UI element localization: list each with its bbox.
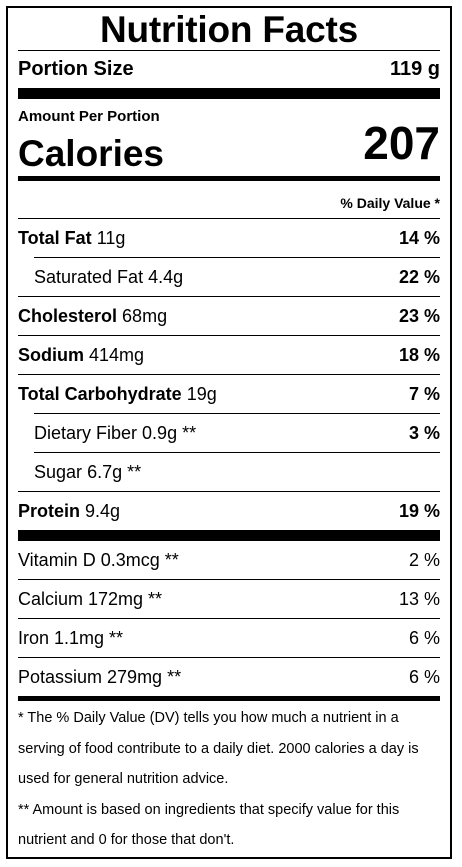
footnote-amount-basis: ** Amount is based on ingredients that s…: [18, 801, 400, 849]
nutrient-dv: 14 %: [398, 227, 440, 248]
thick-divider: [18, 88, 440, 99]
nutrient-name: Protein: [18, 500, 81, 521]
thick-divider: [18, 530, 440, 541]
divider: [18, 296, 440, 297]
nutrient-row-sodium: Sodium 414mg 18 %: [18, 336, 440, 374]
divider: [18, 618, 440, 619]
vitamin-row-vitamin-d: Vitamin D 0.3mcg ** 2 %: [18, 541, 440, 579]
nutrient-row-sugar: Sugar 6.7g **: [18, 453, 440, 491]
portion-size-label: Portion Size: [18, 57, 134, 80]
vitamin-text: Vitamin D 0.3mcg **: [18, 549, 179, 570]
nutrient-amount: 0.9g **: [142, 422, 197, 443]
nutrient-amount: 68mg: [122, 305, 168, 326]
nutrient-amount: 4.4g: [148, 266, 184, 287]
divider: [18, 491, 440, 492]
medium-divider: [18, 176, 440, 181]
vitamin-dv: 6 %: [408, 666, 440, 687]
divider: [34, 413, 440, 414]
vitamin-row-calcium: Calcium 172mg ** 13 %: [18, 580, 440, 618]
nutrient-amount: 414mg: [89, 344, 145, 365]
nutrient-dv: 7 %: [408, 383, 440, 404]
calories-value: 207: [363, 117, 440, 169]
nutrient-row-total-carbohydrate: Total Carbohydrate 19g 7 %: [18, 375, 440, 413]
medium-divider: [18, 696, 440, 701]
nutrient-row-protein: Protein 9.4g 19 %: [18, 492, 440, 530]
vitamin-dv: 2 %: [408, 549, 440, 570]
divider: [34, 452, 440, 453]
nutrient-row-cholesterol: Cholesterol 68mg 23 %: [18, 297, 440, 335]
divider: [18, 374, 440, 375]
nutrition-facts-panel: Nutrition Facts Portion Size 119 g Amoun…: [6, 6, 452, 859]
divider: [18, 50, 440, 51]
portion-size-value: 119 g: [389, 57, 440, 80]
footnote-daily-value: * The % Daily Value (DV) tells you how m…: [18, 710, 419, 787]
divider: [18, 657, 440, 658]
vitamin-text: Potassium 279mg **: [18, 666, 182, 687]
nutrient-dv: 19 %: [398, 500, 440, 521]
nutrient-name: Saturated Fat: [34, 266, 144, 287]
nutrient-name: Cholesterol: [18, 305, 118, 326]
nutrient-amount: 19g: [186, 383, 217, 404]
nutrient-name: Sodium: [18, 344, 84, 365]
vitamin-text: Iron 1.1mg **: [18, 627, 124, 648]
nutrient-name: Sugar: [34, 461, 83, 482]
nutrient-amount: 9.4g: [85, 500, 121, 521]
nutrient-dv: 18 %: [398, 344, 440, 365]
nutrient-dv: 22 %: [398, 266, 440, 287]
footnotes: * The % Daily Value (DV) tells you how m…: [18, 703, 442, 856]
divider: [18, 218, 440, 219]
divider: [34, 257, 440, 258]
vitamin-dv: 13 %: [398, 588, 440, 609]
calories-label: Calories: [18, 133, 165, 174]
nutrient-row-dietary-fiber: Dietary Fiber 0.9g ** 3 %: [18, 414, 440, 452]
nutrient-name: Dietary Fiber: [34, 422, 138, 443]
nutrient-dv: 23 %: [398, 305, 440, 326]
divider: [18, 335, 440, 336]
divider: [18, 579, 440, 580]
vitamin-row-iron: Iron 1.1mg ** 6 %: [18, 619, 440, 657]
amount-per-portion: Amount Per Portion: [18, 108, 160, 125]
nutrient-dv: 3 %: [408, 422, 440, 443]
nutrient-name: Total Fat: [18, 227, 92, 248]
vitamin-text: Calcium 172mg **: [18, 588, 163, 609]
nutrient-row-total-fat: Total Fat 11g 14 %: [18, 219, 440, 257]
nutrient-amount: 11g: [96, 227, 126, 248]
portion-size-row: Portion Size 119 g: [18, 52, 440, 86]
panel-title: Nutrition Facts: [99, 9, 359, 50]
nutrient-row-saturated-fat: Saturated Fat 4.4g 22 %: [18, 258, 440, 296]
vitamin-row-potassium: Potassium 279mg ** 6 %: [18, 658, 440, 696]
vitamin-dv: 6 %: [408, 627, 440, 648]
daily-value-header: % Daily Value *: [340, 195, 440, 211]
nutrient-name: Total Carbohydrate: [18, 383, 182, 404]
nutrient-amount: 6.7g **: [87, 461, 142, 482]
